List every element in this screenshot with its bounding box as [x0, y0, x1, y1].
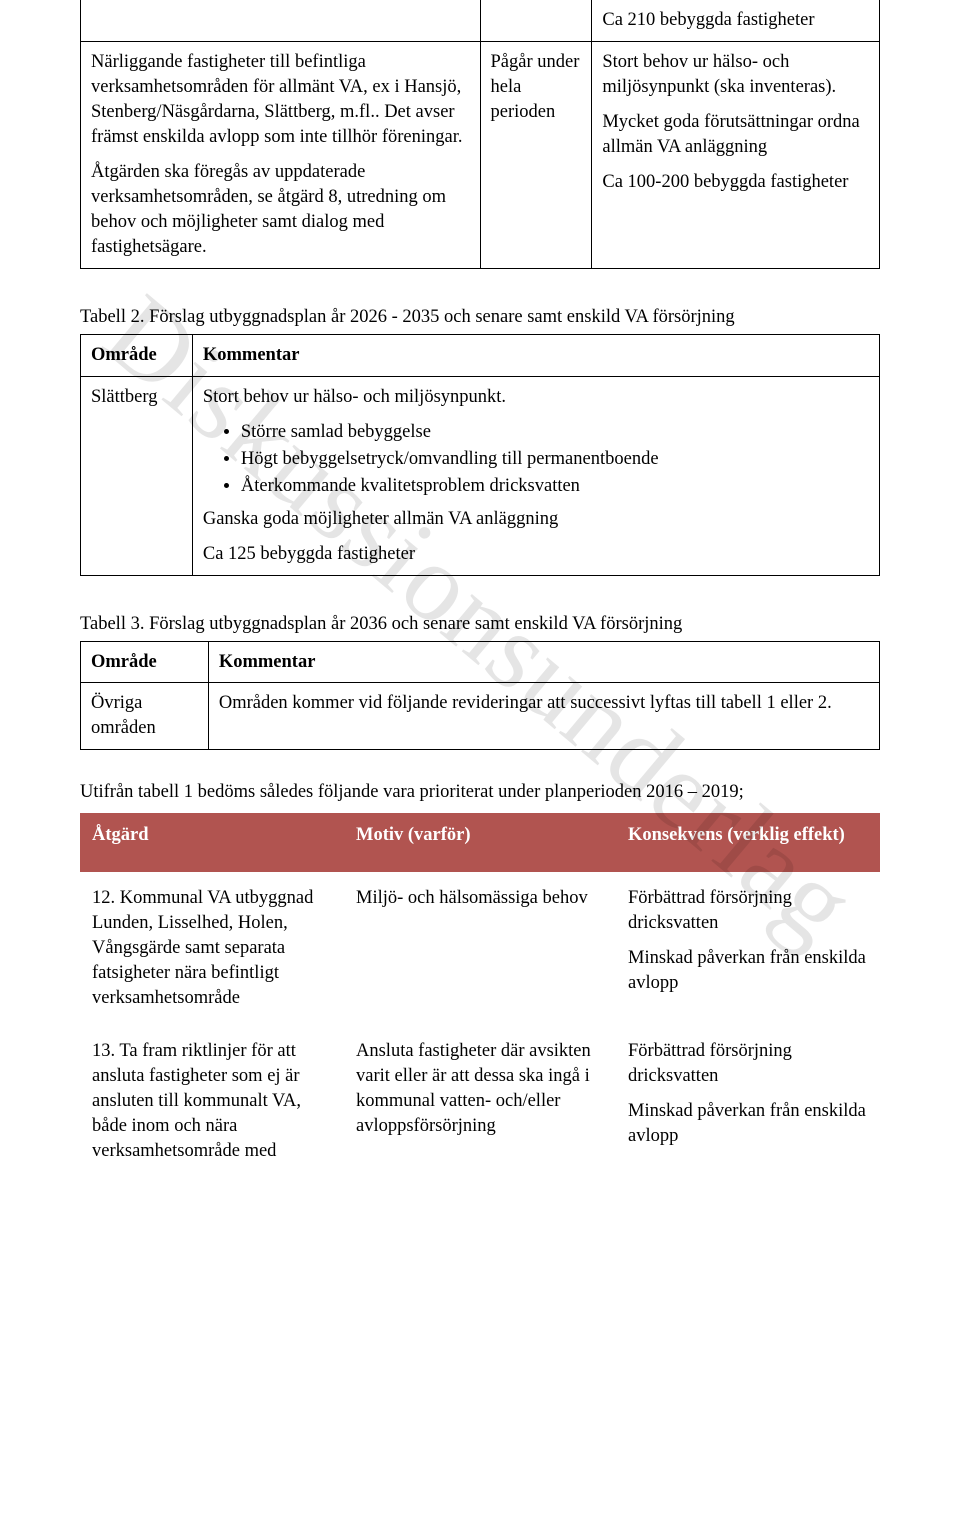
table-cell: Pågår under hela perioden [480, 41, 592, 268]
table-row: Område Kommentar [81, 641, 880, 683]
cell-paragraph: Ganska goda möjligheter allmän VA anlägg… [203, 507, 869, 532]
table-cell [480, 0, 592, 41]
cell-paragraph: Stort behov ur hälso- och miljösynpunkt. [203, 385, 869, 410]
list-item: Återkommande kvalitetsproblem dricksvatt… [241, 474, 869, 499]
cell-paragraph: Ca 100-200 bebyggda fastigheter [602, 170, 869, 195]
table-cell: Närliggande fastigheter till befintliga … [81, 41, 481, 268]
cell-paragraph: Förbättrad försörjning dricksvatten [628, 1039, 868, 1089]
priority-cell: Miljö- och hälsomässiga behov [344, 872, 616, 1025]
priority-header-motive: Motiv (varför) [344, 813, 616, 872]
cell-paragraph: Förbättrad försörjning dricksvatten [628, 886, 868, 936]
cell-paragraph: Minskad påverkan från enskilda avlopp [628, 1099, 868, 1149]
cell-paragraph: Minskad påverkan från enskilda avlopp [628, 946, 868, 996]
table-header-cell: Kommentar [208, 641, 879, 683]
bullet-list: Större samlad bebyggelse Högt bebyggelse… [203, 420, 869, 499]
table-row: Område Kommentar [81, 334, 880, 376]
table-row: Övriga områden Områden kommer vid följan… [81, 683, 880, 750]
table-cell: Ca 210 bebyggda fastigheter [592, 0, 880, 41]
table-row: Närliggande fastigheter till befintliga … [81, 41, 880, 268]
table-1: Ca 210 bebyggda fastigheter Närliggande … [80, 0, 880, 269]
table-row: 13. Ta fram riktlinjer för att ansluta f… [80, 1025, 880, 1178]
list-item: Större samlad bebyggelse [241, 420, 869, 445]
table-row: Slättberg Stort behov ur hälso- och milj… [81, 376, 880, 575]
table-header-cell: Område [81, 334, 193, 376]
table-header-cell: Område [81, 641, 209, 683]
cell-paragraph: Åtgärden ska föregås av uppdaterade verk… [91, 160, 470, 260]
priority-table: Åtgärd Motiv (varför) Konsekvens (verkli… [80, 813, 880, 1178]
list-item: Högt bebyggelsetryck/omvandling till per… [241, 447, 869, 472]
priority-cell: Förbättrad försörjning dricksvatten Mins… [616, 1025, 880, 1178]
table-cell: Övriga områden [81, 683, 209, 750]
priority-intro: Utifrån tabell 1 bedöms således följande… [80, 780, 880, 805]
table-header-cell: Kommentar [192, 334, 879, 376]
table-cell: Slättberg [81, 376, 193, 575]
priority-cell: 13. Ta fram riktlinjer för att ansluta f… [80, 1025, 344, 1178]
priority-cell: Ansluta fastigheter där avsikten varit e… [344, 1025, 616, 1178]
table-cell: Stort behov ur hälso- och miljösynpunkt … [592, 41, 880, 268]
table-row: Åtgärd Motiv (varför) Konsekvens (verkli… [80, 813, 880, 872]
table-row: 12. Kommunal VA utbyggnad Lunden, Lissel… [80, 872, 880, 1025]
priority-header-action: Åtgärd [80, 813, 344, 872]
table-cell [81, 0, 481, 41]
table-2-caption: Tabell 2. Förslag utbyggnadsplan år 2026… [80, 307, 880, 328]
cell-paragraph: Närliggande fastigheter till befintliga … [91, 50, 470, 150]
table-3-caption: Tabell 3. Förslag utbyggnadsplan år 2036… [80, 614, 880, 635]
table-row: Ca 210 bebyggda fastigheter [81, 0, 880, 41]
table-cell: Stort behov ur hälso- och miljösynpunkt.… [192, 376, 879, 575]
priority-header-consequence: Konsekvens (verklig effekt) [616, 813, 880, 872]
priority-cell: 12. Kommunal VA utbyggnad Lunden, Lissel… [80, 872, 344, 1025]
cell-paragraph: Ca 125 bebyggda fastigheter [203, 542, 869, 567]
table-2: Område Kommentar Slättberg Stort behov u… [80, 334, 880, 576]
priority-cell: Förbättrad försörjning dricksvatten Mins… [616, 872, 880, 1025]
table-cell: Områden kommer vid följande revideringar… [208, 683, 879, 750]
cell-paragraph: Mycket goda förutsättningar ordna allmän… [602, 110, 869, 160]
cell-paragraph: Stort behov ur hälso- och miljösynpunkt … [602, 50, 869, 100]
page: Diskussionsunderlag Ca 210 bebyggda fast… [0, 0, 960, 1238]
table-3: Område Kommentar Övriga områden Områden … [80, 641, 880, 751]
